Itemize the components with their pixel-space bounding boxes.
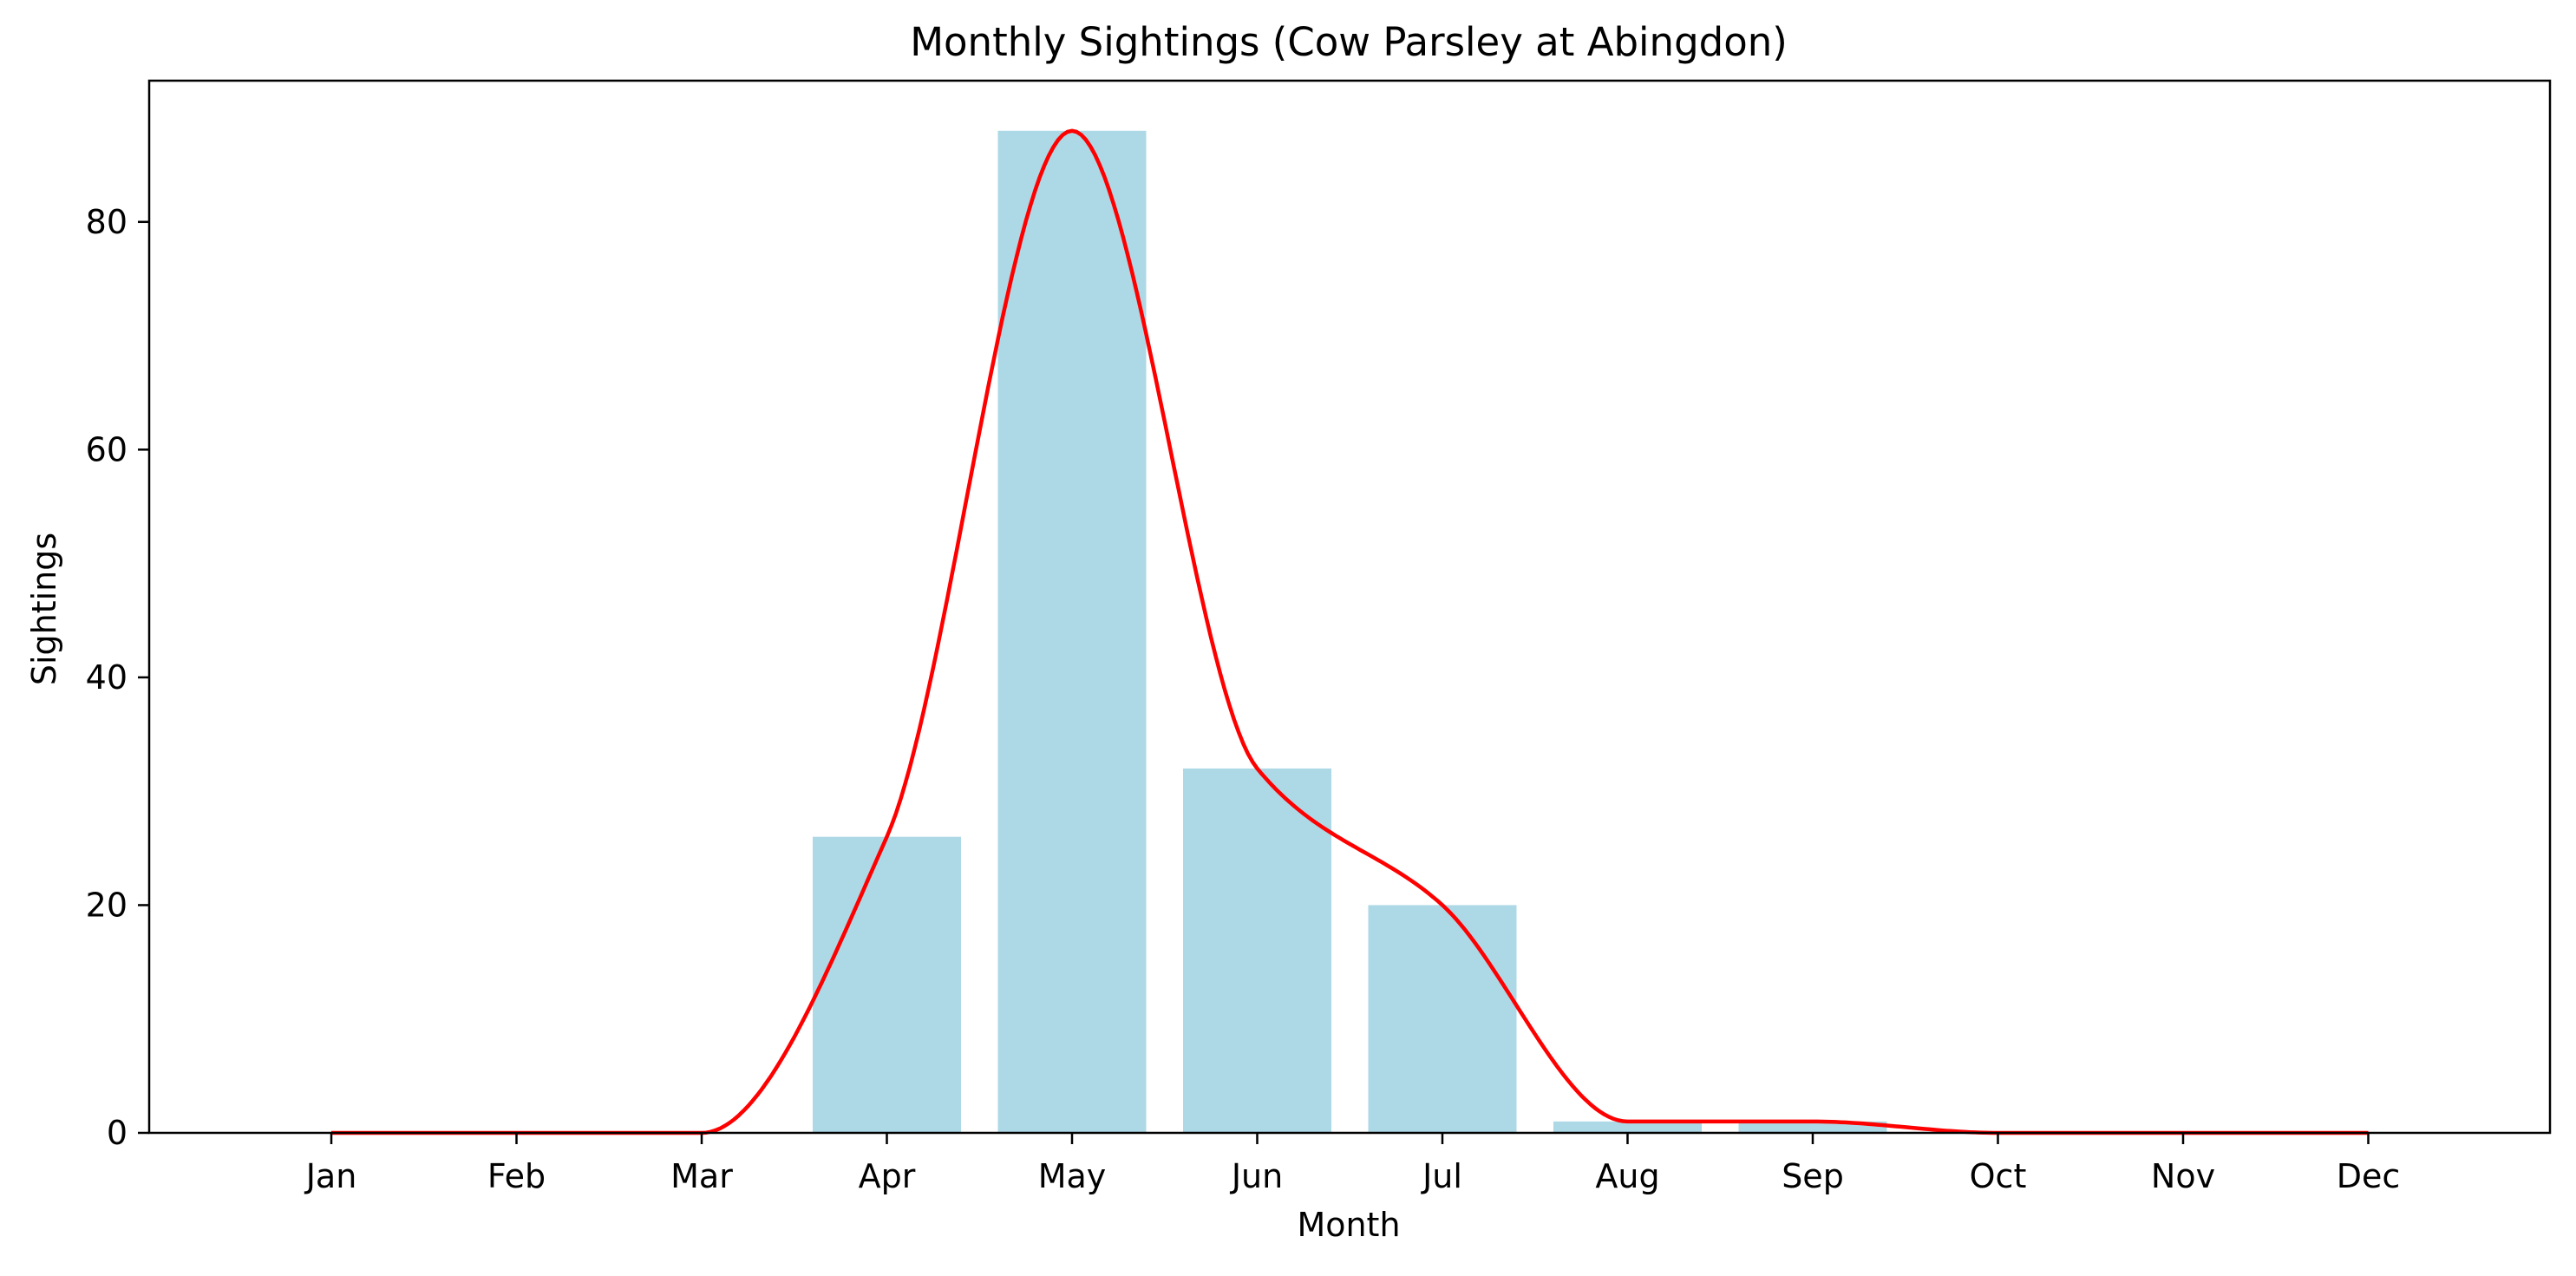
y-tick-label: 40 [86, 658, 127, 697]
x-tick-label: Jul [1421, 1157, 1462, 1195]
x-tick-label: Sep [1782, 1157, 1844, 1195]
line-layer [331, 128, 2369, 1135]
x-tick-label: Jan [304, 1157, 357, 1195]
x-tick-label: Feb [487, 1157, 546, 1195]
trend-line [331, 128, 2369, 1135]
y-axis-ticks: 0 20 40 60 80 [86, 203, 149, 1152]
x-tick-label: Mar [670, 1157, 733, 1195]
y-tick-label: 0 [107, 1114, 127, 1152]
bars-layer [813, 130, 1887, 1133]
x-tick-label: Nov [2151, 1157, 2215, 1195]
x-tick-label: Dec [2337, 1157, 2401, 1195]
axes-layer [147, 79, 2552, 1135]
bar-jul [1368, 905, 1517, 1133]
bar-aug [1553, 1121, 1702, 1133]
bar-may [997, 130, 1147, 1133]
chart-title: Monthly Sightings (Cow Parsley at Abingd… [910, 19, 1788, 65]
y-axis-label: Sightings [25, 533, 63, 685]
bar-apr [813, 836, 961, 1133]
plot-frame [147, 79, 2552, 1135]
y-tick-label: 60 [86, 430, 127, 468]
x-axis-ticks: Jan Feb Mar Apr May Jun Jul Aug Sep Oct Nov Dec [304, 1133, 2401, 1195]
x-tick-label: Oct [1970, 1157, 2027, 1195]
x-axis-label: Month [1297, 1206, 1400, 1244]
bar-jun [1183, 768, 1331, 1133]
x-tick-label: May [1038, 1157, 1107, 1195]
x-tick-label: Aug [1595, 1157, 1659, 1195]
y-tick-label: 80 [86, 203, 127, 241]
x-tick-label: Apr [859, 1157, 916, 1195]
x-tick-label: Jun [1230, 1157, 1283, 1195]
y-tick-label: 20 [86, 886, 127, 924]
